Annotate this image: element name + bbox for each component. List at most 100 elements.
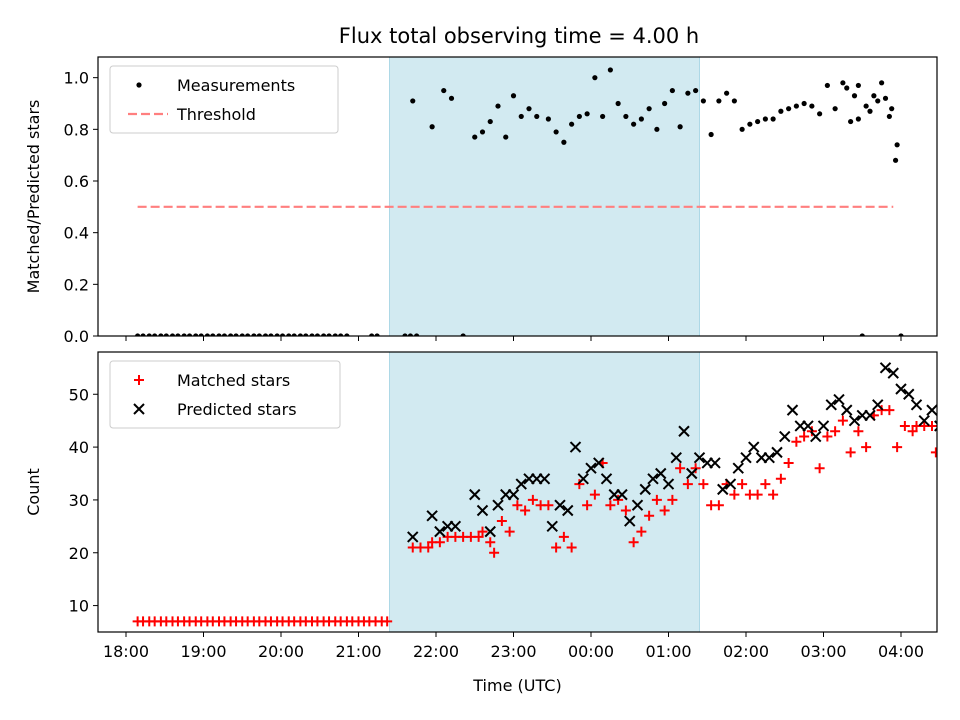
x-tick-label: 00:00 <box>568 642 614 661</box>
x-tick-label: 01:00 <box>645 642 691 661</box>
predicted-star-point <box>515 478 527 490</box>
measurement-point <box>886 113 892 120</box>
measurement-point <box>510 93 517 99</box>
measurement-point <box>279 333 286 336</box>
predicted-star-point <box>593 457 605 469</box>
measurement-point <box>724 90 730 96</box>
measurement-point <box>739 126 745 132</box>
measurement-point <box>708 131 714 138</box>
measurement-point <box>832 106 838 112</box>
predicted-star-point <box>469 488 481 501</box>
measurement-point <box>472 134 478 140</box>
measurement-point <box>429 124 435 130</box>
matched-star-point <box>477 526 488 537</box>
measurement-point <box>303 333 309 336</box>
matched-star-point <box>651 494 662 505</box>
predicted-star-point <box>492 499 504 511</box>
measurement-point <box>186 333 193 336</box>
y-tick-label: 0.6 <box>64 172 89 191</box>
predicted-star-point <box>647 473 659 485</box>
matched-star-point <box>489 547 500 558</box>
predicted-star-point <box>569 441 582 453</box>
predicted-star-point <box>763 451 775 464</box>
measurement-point <box>892 157 899 163</box>
matched-star-point <box>628 537 639 548</box>
predicted-star-point <box>585 462 597 474</box>
measurement-point <box>882 95 889 101</box>
matched-star-point <box>939 426 949 436</box>
matched-star-point <box>605 500 616 511</box>
measurement-point <box>747 121 753 127</box>
matched-star-point <box>943 416 953 426</box>
matched-star-point <box>520 505 531 516</box>
matched-star-point <box>644 510 655 521</box>
measurement-point <box>256 333 262 336</box>
measurement-point <box>824 82 830 89</box>
matched-star-point <box>737 479 748 490</box>
matched-star-point <box>473 531 484 542</box>
predicted-star-point <box>926 404 937 416</box>
plot-area <box>135 67 904 336</box>
measurement-point <box>700 98 706 104</box>
y-tick-label: 30 <box>69 491 89 510</box>
predicted-star-point <box>724 478 737 490</box>
y-tick-label: 20 <box>69 544 89 563</box>
matched-star-point <box>659 505 670 516</box>
measurement-point <box>344 333 350 336</box>
measurement-point <box>561 139 567 145</box>
measurement-point <box>158 333 164 336</box>
matched-star-point <box>675 463 686 474</box>
predicted-star-point <box>693 451 706 464</box>
y-tick-label: 1.0 <box>64 69 89 88</box>
predicted-star-point <box>848 414 861 427</box>
measurement-point <box>163 333 169 336</box>
measurement-point <box>402 333 408 336</box>
y-tick-label: 0.4 <box>64 224 89 243</box>
measurement-point <box>291 333 297 336</box>
measurement-point <box>786 106 792 112</box>
measurement-point <box>600 113 606 120</box>
plot-area <box>132 362 953 627</box>
matched-star-point <box>892 442 903 453</box>
measurement-point <box>181 333 187 336</box>
measurement-point <box>169 333 176 336</box>
measurement-point <box>228 333 234 336</box>
measurement-point <box>851 93 858 99</box>
predicted-star-point <box>407 531 419 543</box>
legend-frame <box>109 65 339 134</box>
matched-star-point <box>698 479 709 490</box>
predicted-star-point <box>887 367 899 379</box>
axes-frame <box>97 351 938 633</box>
predicted-star-point <box>895 383 907 395</box>
count-panel: 10 20 30 40 50 18:00 19:00 20:00 21:00 22:00 23:00… <box>24 351 953 695</box>
y-axis-label: Count <box>24 468 43 516</box>
matched-star-point <box>799 431 810 442</box>
chart-title: Flux total observing time = 4.00 h <box>339 24 699 48</box>
predicted-star-point <box>872 399 884 411</box>
matched-star-point <box>830 426 841 437</box>
predicted-star-point <box>841 404 853 416</box>
predicted-star-point <box>918 414 930 427</box>
x-tick-label: 04:00 <box>878 642 924 661</box>
measurement-point <box>592 75 598 81</box>
measurement-point <box>321 333 327 336</box>
predicted-star-point <box>577 473 589 485</box>
measurement-point <box>140 333 146 336</box>
matched-star-point <box>682 479 693 490</box>
measurement-point <box>646 106 652 112</box>
x-tick-label: 21:00 <box>335 642 381 661</box>
predicted-star-point <box>709 457 721 469</box>
y-tick-label: 40 <box>69 438 89 457</box>
x-tick-label: 02:00 <box>723 642 769 661</box>
measurement-point <box>545 116 551 122</box>
predicted-star-point <box>434 525 446 538</box>
measurement-point <box>216 333 222 336</box>
x-tick-label: 18:00 <box>103 642 149 661</box>
y-tick-label: 0.2 <box>64 275 89 294</box>
measurement-point <box>623 113 629 120</box>
measurement-point <box>251 333 257 336</box>
measurement-point <box>193 333 199 336</box>
measurement-point <box>233 333 239 336</box>
matched-star-point <box>729 489 740 500</box>
legend-label: Threshold <box>176 105 256 124</box>
